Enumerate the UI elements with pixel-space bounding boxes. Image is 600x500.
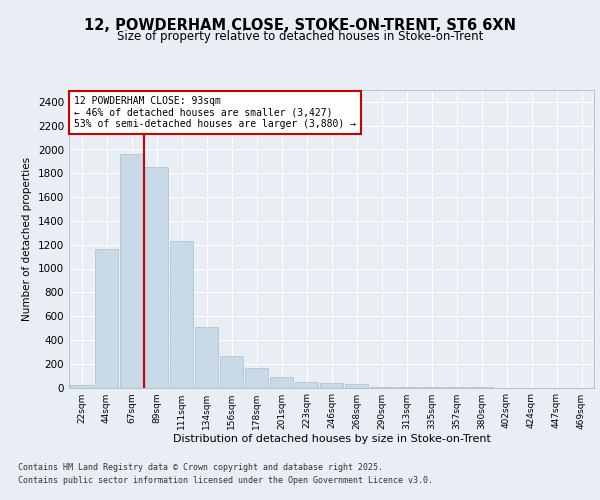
Text: Contains HM Land Registry data © Crown copyright and database right 2025.: Contains HM Land Registry data © Crown c…: [18, 464, 383, 472]
Y-axis label: Number of detached properties: Number of detached properties: [22, 156, 32, 321]
Bar: [70, 384, 93, 388]
Bar: [320, 384, 343, 388]
Bar: [195, 327, 218, 388]
Bar: [345, 384, 368, 388]
Bar: [145, 168, 168, 388]
X-axis label: Distribution of detached houses by size in Stoke-on-Trent: Distribution of detached houses by size …: [173, 434, 490, 444]
Bar: [95, 250, 118, 388]
Bar: [295, 382, 318, 388]
Bar: [220, 356, 243, 388]
Bar: [245, 368, 268, 388]
Text: 12 POWDERHAM CLOSE: 93sqm
← 46% of detached houses are smaller (3,427)
53% of se: 12 POWDERHAM CLOSE: 93sqm ← 46% of detac…: [74, 96, 356, 129]
Bar: [270, 376, 293, 388]
Text: 12, POWDERHAM CLOSE, STOKE-ON-TRENT, ST6 6XN: 12, POWDERHAM CLOSE, STOKE-ON-TRENT, ST6…: [84, 18, 516, 32]
Text: Contains public sector information licensed under the Open Government Licence v3: Contains public sector information licen…: [18, 476, 433, 485]
Text: Size of property relative to detached houses in Stoke-on-Trent: Size of property relative to detached ho…: [117, 30, 483, 43]
Bar: [120, 154, 143, 388]
Bar: [170, 241, 193, 388]
Bar: [370, 386, 393, 388]
